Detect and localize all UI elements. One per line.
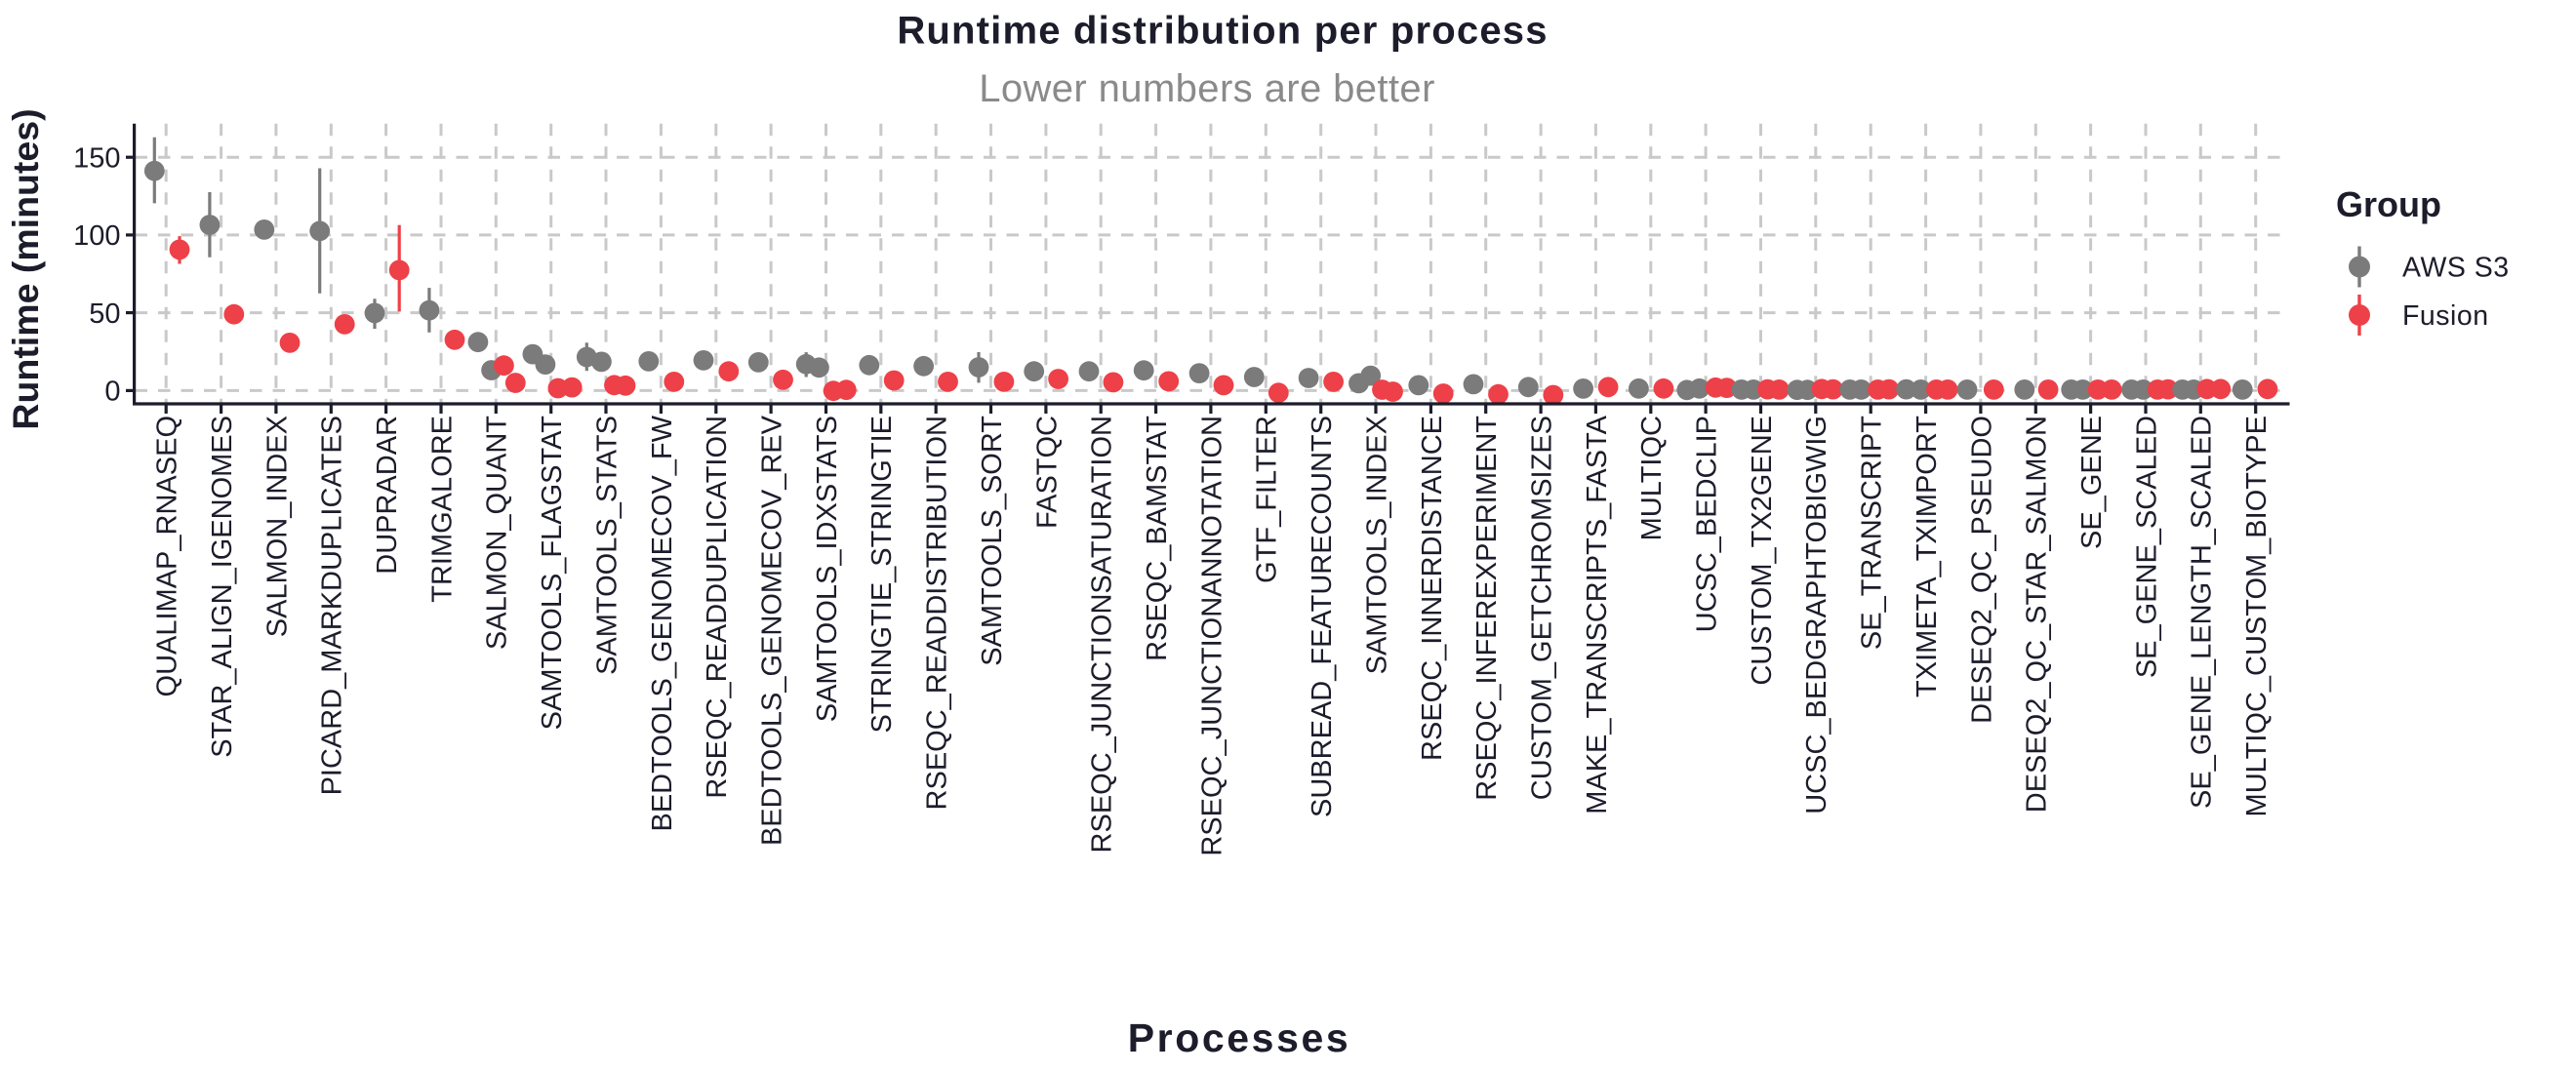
svg-text:Fusion: Fusion — [2402, 300, 2489, 332]
svg-text:SAMTOOLS_SORT: SAMTOOLS_SORT — [977, 416, 1008, 666]
svg-text:SE_GENE: SE_GENE — [2076, 416, 2108, 549]
svg-text:SALMON_INDEX: SALMON_INDEX — [262, 416, 293, 637]
svg-text:SALMON_QUANT: SALMON_QUANT — [482, 416, 513, 650]
svg-text:SAMTOOLS_FLAGSTAT: SAMTOOLS_FLAGSTAT — [537, 416, 568, 731]
svg-text:0: 0 — [104, 377, 120, 408]
svg-text:UCSC_BEDGRAPHTOBIGWIG: UCSC_BEDGRAPHTOBIGWIG — [1801, 416, 1832, 815]
svg-text:RSEQC_JUNCTIONSATURATION: RSEQC_JUNCTIONSATURATION — [1087, 416, 1118, 853]
svg-text:MULTIQC_CUSTOM_BIOTYPE: MULTIQC_CUSTOM_BIOTYPE — [2241, 416, 2273, 816]
svg-text:Runtime (minutes): Runtime (minutes) — [5, 108, 46, 429]
svg-text:SAMTOOLS_INDEX: SAMTOOLS_INDEX — [1361, 416, 1392, 674]
svg-text:BEDTOOLS_GENOMECOV_REV: BEDTOOLS_GENOMECOV_REV — [757, 415, 788, 846]
svg-text:50: 50 — [89, 298, 120, 330]
svg-text:RSEQC_READDISTRIBUTION: RSEQC_READDISTRIBUTION — [922, 416, 953, 810]
svg-text:UCSC_BEDCLIP: UCSC_BEDCLIP — [1692, 416, 1723, 632]
svg-text:CUSTOM_TX2GENE: CUSTOM_TX2GENE — [1747, 416, 1778, 686]
svg-text:SAMTOOLS_IDXSTATS: SAMTOOLS_IDXSTATS — [812, 416, 843, 722]
svg-text:Group: Group — [2336, 184, 2441, 224]
svg-text:SE_TRANSCRIPT: SE_TRANSCRIPT — [1857, 416, 1888, 650]
svg-text:GTF_FILTER: GTF_FILTER — [1252, 416, 1283, 583]
svg-text:SE_GENE_SCALED: SE_GENE_SCALED — [2131, 416, 2162, 678]
svg-text:Processes: Processes — [1128, 1015, 1351, 1060]
svg-text:DESEQ2_QC_PSEUDO: DESEQ2_QC_PSEUDO — [1966, 416, 1997, 724]
svg-text:BEDTOOLS_GENOMECOV_FW: BEDTOOLS_GENOMECOV_FW — [647, 415, 678, 831]
svg-text:TRIMGALORE: TRIMGALORE — [426, 416, 458, 603]
svg-text:TXIMETA_TXIMPORT: TXIMETA_TXIMPORT — [1912, 416, 1943, 697]
svg-text:DESEQ2_QC_STAR_SALMON: DESEQ2_QC_STAR_SALMON — [2022, 416, 2053, 813]
svg-text:PICARD_MARKDUPLICATES: PICARD_MARKDUPLICATES — [317, 416, 348, 795]
svg-text:CUSTOM_GETCHROMSIZES: CUSTOM_GETCHROMSIZES — [1527, 416, 1558, 800]
svg-text:AWS S3: AWS S3 — [2402, 253, 2510, 284]
svg-text:Runtime distribution per proce: Runtime distribution per process — [897, 10, 1548, 53]
svg-text:QUALIMAP_RNASEQ: QUALIMAP_RNASEQ — [152, 416, 183, 696]
svg-text:SUBREAD_FEATURECOUNTS: SUBREAD_FEATURECOUNTS — [1307, 416, 1338, 817]
svg-text:MULTIQC: MULTIQC — [1636, 416, 1668, 540]
svg-text:SAMTOOLS_STATS: SAMTOOLS_STATS — [591, 416, 623, 675]
svg-text:SE_GENE_LENGTH_SCALED: SE_GENE_LENGTH_SCALED — [2187, 416, 2218, 809]
svg-text:RSEQC_INFEREXPERIMENT: RSEQC_INFEREXPERIMENT — [1471, 416, 1503, 801]
svg-text:FASTQC: FASTQC — [1031, 416, 1063, 529]
svg-text:150: 150 — [73, 143, 120, 175]
svg-text:STRINGTIE_STRINGTIE: STRINGTIE_STRINGTIE — [866, 416, 898, 733]
svg-text:Lower numbers are better: Lower numbers are better — [979, 67, 1435, 110]
svg-text:MAKE_TRANSCRIPTS_FASTA: MAKE_TRANSCRIPTS_FASTA — [1582, 415, 1613, 814]
svg-text:DUPRADAR: DUPRADAR — [372, 416, 403, 575]
svg-text:RSEQC_INNERDISTANCE: RSEQC_INNERDISTANCE — [1417, 416, 1448, 761]
svg-text:RSEQC_READDUPLICATION: RSEQC_READDUPLICATION — [702, 416, 733, 799]
svg-text:100: 100 — [73, 220, 120, 252]
svg-text:STAR_ALIGN_IGENOMES: STAR_ALIGN_IGENOMES — [207, 416, 238, 758]
svg-text:RSEQC_JUNCTIONANNOTATION: RSEQC_JUNCTIONANNOTATION — [1196, 416, 1228, 856]
svg-text:RSEQC_BAMSTAT: RSEQC_BAMSTAT — [1142, 416, 1173, 661]
